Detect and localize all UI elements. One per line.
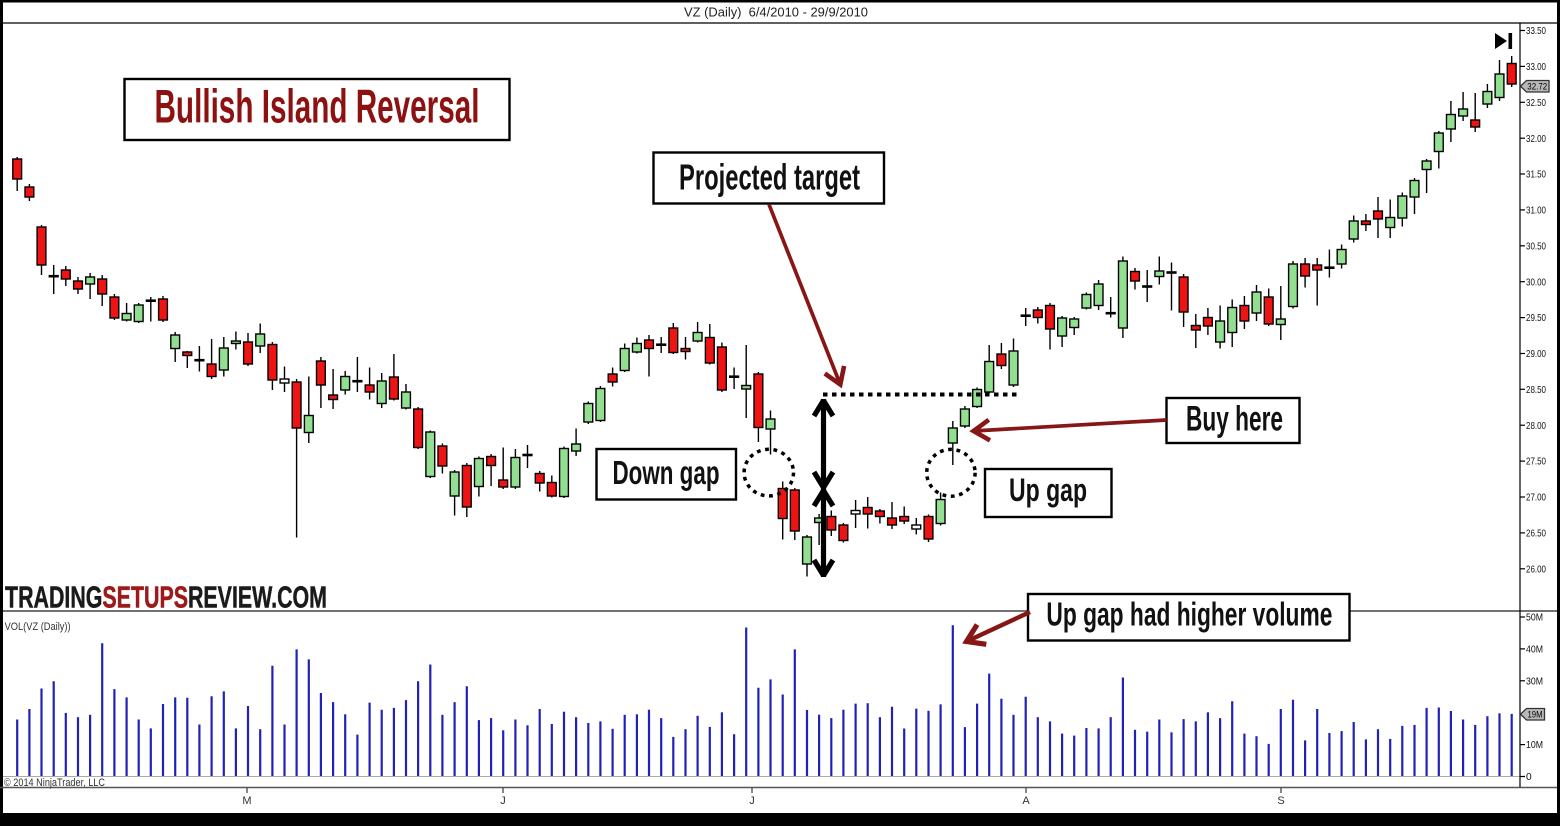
- svg-text:S: S: [1277, 795, 1284, 807]
- svg-text:33.00: 33.00: [1526, 62, 1546, 73]
- svg-text:32.00: 32.00: [1526, 134, 1546, 145]
- svg-text:33.50: 33.50: [1526, 26, 1546, 37]
- svg-text:32.72: 32.72: [1527, 82, 1547, 93]
- svg-text:28.00: 28.00: [1526, 421, 1546, 432]
- svg-text:29.50: 29.50: [1526, 313, 1546, 324]
- svg-text:31.00: 31.00: [1526, 206, 1546, 217]
- svg-text:© 2014 NinjaTrader, LLC: © 2014 NinjaTrader, LLC: [4, 777, 105, 789]
- svg-text:10M: 10M: [1526, 740, 1543, 751]
- svg-text:0: 0: [1526, 772, 1532, 783]
- svg-text:31.50: 31.50: [1526, 170, 1546, 181]
- svg-text:27.00: 27.00: [1526, 493, 1546, 504]
- svg-text:26.00: 26.00: [1526, 564, 1546, 575]
- svg-text:29.00: 29.00: [1526, 349, 1546, 360]
- svg-text:Down gap: Down gap: [613, 454, 720, 491]
- svg-text:27.50: 27.50: [1526, 457, 1546, 468]
- svg-text:28.50: 28.50: [1526, 385, 1546, 396]
- svg-text:26.50: 26.50: [1526, 529, 1546, 540]
- svg-text:Buy here: Buy here: [1186, 400, 1283, 439]
- svg-text:Up gap: Up gap: [1009, 472, 1087, 508]
- svg-text:Bullish Island Reversal: Bullish Island Reversal: [155, 80, 480, 133]
- svg-text:40M: 40M: [1526, 645, 1543, 656]
- svg-text:50M: 50M: [1526, 613, 1543, 624]
- svg-text:30M: 30M: [1526, 676, 1543, 687]
- svg-text:30.50: 30.50: [1526, 241, 1546, 252]
- svg-text:19M: 19M: [1528, 710, 1543, 721]
- svg-text:J: J: [500, 795, 506, 807]
- svg-text:Projected target: Projected target: [679, 156, 860, 197]
- svg-text:VZ (Daily) 6/4/2010 - 29/9/20: VZ (Daily) 6/4/2010 - 29/9/2010: [684, 5, 868, 20]
- svg-text:Up gap had higher volume: Up gap had higher volume: [1046, 596, 1332, 633]
- svg-text:VOL(VZ (Daily)): VOL(VZ (Daily)): [5, 621, 71, 633]
- svg-text:M: M: [242, 795, 251, 807]
- svg-text:J: J: [749, 795, 755, 807]
- svg-text:30.00: 30.00: [1526, 277, 1546, 288]
- svg-text:TRADINGSETUPSREVIEW.COM: TRADINGSETUPSREVIEW.COM: [5, 580, 327, 615]
- svg-text:32.50: 32.50: [1526, 98, 1546, 109]
- svg-text:A: A: [1022, 795, 1030, 807]
